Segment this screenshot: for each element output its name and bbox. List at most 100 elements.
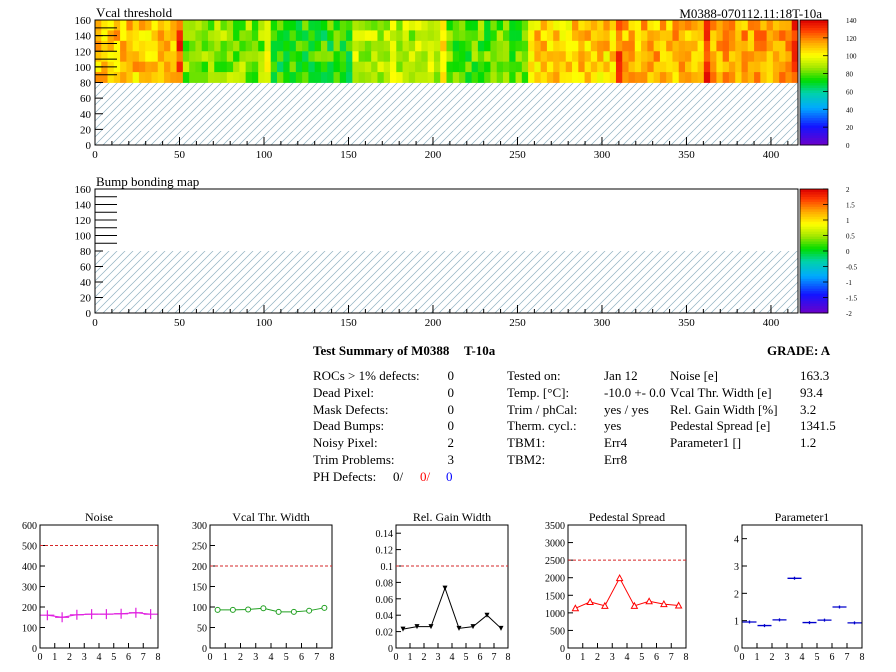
y-tick-label: 200 — [192, 562, 207, 573]
map-cell — [465, 51, 473, 63]
results-value: 163.3 — [800, 368, 830, 383]
conditions-label: TBM1: — [507, 435, 546, 451]
color-step — [800, 308, 828, 312]
map-cell — [201, 40, 209, 52]
map-cell — [421, 61, 429, 73]
map-cell — [785, 30, 793, 42]
color-step — [800, 275, 828, 279]
y-tick-label: 100 — [75, 62, 92, 74]
map-cell — [176, 40, 184, 52]
map-cell — [703, 72, 711, 83]
map-cell — [151, 20, 159, 31]
conditions-value: Jan 12 — [604, 368, 638, 383]
y-tick-label: 0 — [388, 644, 393, 655]
color-step — [800, 72, 828, 76]
color-step — [800, 135, 828, 138]
map-cell — [176, 61, 184, 73]
map-cell — [270, 51, 278, 63]
color-step — [800, 213, 828, 217]
map-cell — [559, 40, 567, 52]
roc-column — [534, 20, 623, 83]
map-cell — [754, 40, 761, 52]
x-tick-label: 7 — [314, 652, 319, 663]
map-cell — [553, 40, 560, 52]
color-step — [800, 92, 828, 96]
map-cell — [220, 72, 228, 83]
map-cell — [314, 72, 322, 83]
map-cell — [440, 51, 447, 63]
map-cell — [233, 61, 240, 73]
results-value: 1341.5 — [800, 418, 836, 434]
map-cell — [590, 61, 598, 73]
map-cell — [691, 30, 698, 42]
color-step — [800, 27, 828, 31]
map-cell — [534, 40, 542, 52]
map-cell — [628, 72, 636, 83]
color-step — [800, 216, 828, 220]
map-cell — [408, 20, 416, 31]
color-step — [800, 300, 828, 304]
map-cell — [634, 30, 642, 42]
map-cell — [534, 20, 542, 31]
map-cell — [728, 72, 736, 83]
map-cell — [496, 30, 504, 42]
color-step — [800, 238, 828, 242]
plot-title: Noise — [85, 510, 113, 524]
color-step — [800, 303, 828, 307]
map-cell — [452, 40, 460, 52]
map-cell — [207, 40, 215, 52]
map-cell — [214, 61, 221, 73]
x-tick-label: 3 — [610, 652, 615, 663]
defects-label: Noisy Pixel: — [313, 435, 378, 451]
map-cell — [515, 30, 523, 42]
x-tick-label: 1 — [408, 652, 413, 663]
map-cell — [465, 40, 473, 52]
map-cell — [402, 30, 410, 42]
x-tick-label: 150 — [340, 317, 357, 329]
z-tick-label: 0 — [846, 248, 850, 256]
map-cell — [710, 20, 717, 31]
map-cell — [245, 72, 253, 83]
map-cell — [791, 61, 799, 73]
color-step — [800, 288, 828, 292]
color-step — [800, 125, 828, 128]
data-point — [99, 609, 114, 620]
x-tick-label: 8 — [156, 652, 161, 663]
map-cell — [722, 40, 730, 52]
map-cell — [440, 40, 447, 52]
map-cell — [703, 30, 711, 42]
map-cell — [754, 20, 761, 31]
map-cell — [760, 40, 768, 52]
map-cell — [151, 72, 159, 83]
map-cell — [176, 72, 184, 83]
map-cell — [258, 72, 265, 83]
map-cell — [546, 20, 554, 31]
map-cell — [722, 61, 730, 73]
map-cell — [459, 61, 466, 73]
map-cell — [779, 20, 786, 31]
color-step — [800, 278, 828, 282]
conditions-value: Err8 — [604, 452, 628, 467]
results-label: Pedestal Spread [e] — [670, 418, 771, 434]
map-cell — [339, 61, 347, 73]
map-cell — [747, 72, 755, 83]
color-step — [800, 241, 828, 245]
map-cell — [427, 51, 435, 63]
y-tick-label: 3500 — [545, 521, 565, 532]
map-cell — [408, 72, 416, 83]
map-cell — [703, 20, 711, 31]
map-cell — [446, 51, 454, 63]
map-cell — [779, 40, 786, 52]
roc-column — [358, 20, 447, 83]
map-cell — [584, 51, 592, 63]
map-cell — [716, 30, 724, 42]
z-tick-label: 2 — [846, 186, 850, 194]
map-cell — [270, 30, 278, 42]
map-cell — [760, 51, 768, 63]
map-cell — [138, 30, 146, 42]
map-cell — [239, 51, 247, 63]
map-cell — [446, 72, 454, 83]
map-cell — [703, 40, 711, 52]
map-cell — [672, 72, 680, 83]
